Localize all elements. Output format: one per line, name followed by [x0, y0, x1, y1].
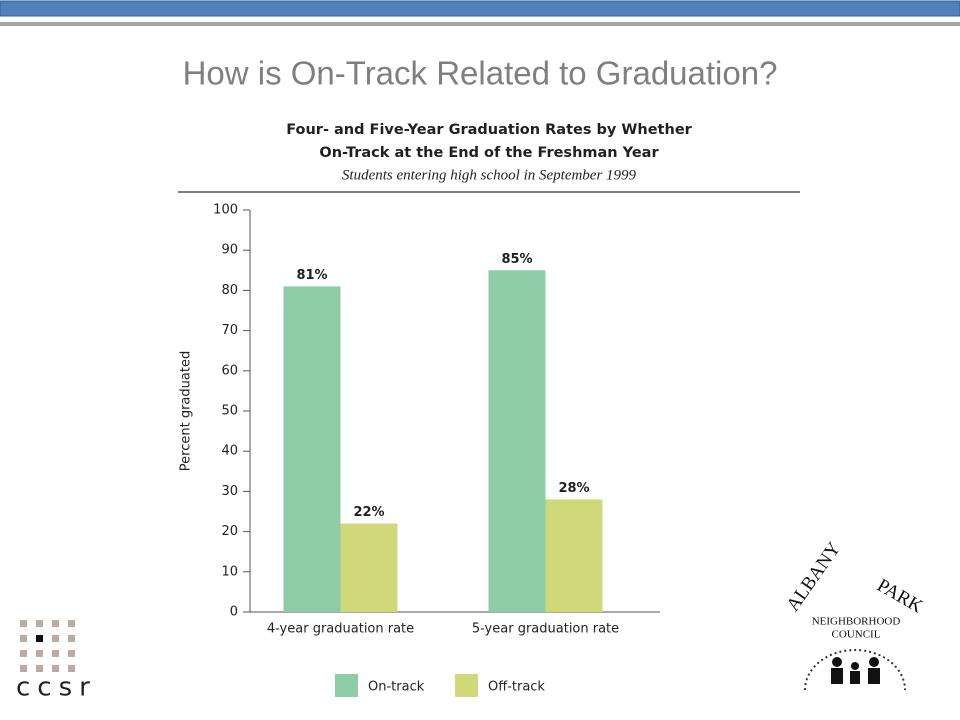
logo-text: ccsr [16, 673, 97, 703]
y-tick-label: 60 [221, 363, 238, 378]
y-tick-label: 10 [221, 564, 238, 579]
logo-figures [831, 657, 880, 684]
bar [488, 270, 546, 612]
logo-text: NEIGHBORHOOD [812, 616, 901, 628]
y-tick-label: 0 [230, 605, 238, 620]
slide-title: How is On-Track Related to Graduation? [183, 55, 778, 92]
chart-subtitle: Students entering high school in Septemb… [342, 167, 637, 183]
legend-swatch [335, 674, 358, 697]
top-band [0, 0, 960, 17]
y-tick-label: 50 [221, 404, 238, 419]
ccsr-logo: ccsr [16, 620, 97, 703]
logo-grid [20, 620, 75, 672]
y-tick-label: 80 [221, 283, 238, 298]
legend-label: On-track [368, 680, 425, 695]
value-label: 81% [296, 268, 327, 283]
chart-title: On-Track at the End of the Freshman Year [319, 145, 659, 161]
albany-park-logo: ALBANY PARK NEIGHBORHOOD COUNCIL [773, 538, 936, 695]
logo-text: COUNCIL [832, 629, 881, 641]
legend-label: Off-track [488, 680, 545, 695]
bar [545, 499, 603, 612]
legend-swatch [455, 674, 478, 697]
chart-title: Four- and Five-Year Graduation Rates by … [286, 122, 692, 138]
y-tick-label: 30 [221, 484, 238, 499]
x-tick-label: 4-year graduation rate [267, 622, 414, 637]
y-tick-label: 90 [221, 243, 238, 258]
y-tick-label: 40 [221, 444, 238, 459]
value-label: 28% [558, 481, 589, 496]
top-rule [0, 22, 960, 26]
y-tick-label: 100 [213, 203, 238, 218]
value-label: 22% [353, 505, 384, 520]
y-axis-label: Percent graduated [179, 351, 194, 471]
bar [340, 523, 398, 612]
y-tick-label: 70 [221, 323, 238, 338]
x-tick-label: 5-year graduation rate [472, 622, 619, 637]
bar [283, 286, 341, 612]
y-tick-label: 20 [221, 524, 238, 539]
value-label: 85% [501, 252, 532, 267]
logo-sun [804, 649, 906, 691]
